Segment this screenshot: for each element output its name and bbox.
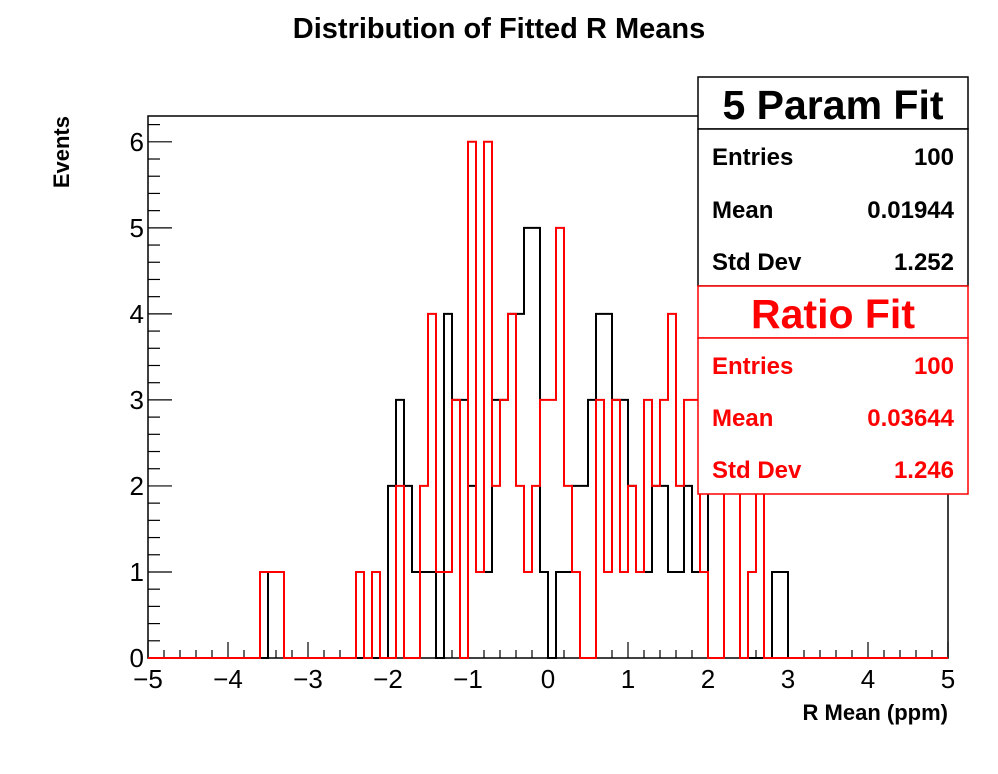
x-tick-label: 2 xyxy=(701,664,715,694)
stats-box-5-param-fit: 5 Param Fit Entries 100 Mean 0.01944 Std… xyxy=(697,76,969,287)
y-tick-label: 0 xyxy=(130,643,144,673)
x-axis-title: R Mean (ppm) xyxy=(803,700,948,725)
stats-value-mean: 0.01944 xyxy=(867,197,954,224)
stats-label-entries: Entries xyxy=(712,144,793,171)
stats-value-entries: 100 xyxy=(914,144,954,171)
stats-box-title: Ratio Fit xyxy=(751,291,915,337)
stats-value-entries: 100 xyxy=(914,353,954,380)
y-tick-label: 5 xyxy=(130,213,144,243)
x-tick-label: 4 xyxy=(861,664,875,694)
y-axis-title: Events xyxy=(49,116,74,188)
y-tick-label: 1 xyxy=(130,557,144,587)
stats-box-body-frame xyxy=(697,337,969,495)
x-tick-label: −3 xyxy=(293,664,323,694)
stats-value-std-dev: 1.252 xyxy=(894,249,954,276)
x-tick-label: −4 xyxy=(213,664,243,694)
stats-value-mean: 0.03644 xyxy=(867,405,954,432)
stats-box-body-frame xyxy=(697,128,969,287)
x-tick-label: −5 xyxy=(133,664,163,694)
x-axis-ticks: −5 −4 −3 −2 −1 0 1 2 3 4 5 xyxy=(133,642,955,694)
stats-value-std-dev: 1.246 xyxy=(894,457,954,484)
stats-label-mean: Mean xyxy=(712,405,773,432)
stats-box-title: 5 Param Fit xyxy=(722,82,943,128)
x-tick-label: 5 xyxy=(941,664,955,694)
stats-label-mean: Mean xyxy=(712,197,773,224)
x-tick-label: 0 xyxy=(541,664,555,694)
y-tick-label: 4 xyxy=(130,299,144,329)
x-tick-label: −1 xyxy=(453,664,483,694)
stats-label-std-dev: Std Dev xyxy=(712,457,802,484)
chart-title: Distribution of Fitted R Means xyxy=(293,13,705,45)
y-tick-label: 3 xyxy=(130,385,144,415)
x-tick-label: 3 xyxy=(781,664,795,694)
stats-box-ratio-fit: Ratio Fit Entries 100 Mean 0.03644 Std D… xyxy=(697,285,969,495)
y-tick-label: 6 xyxy=(130,127,144,157)
x-tick-label: 1 xyxy=(621,664,635,694)
stats-label-entries: Entries xyxy=(712,353,793,380)
y-tick-label: 2 xyxy=(130,471,144,501)
stats-box-title-frame xyxy=(697,285,969,339)
x-tick-label: −2 xyxy=(373,664,403,694)
stats-label-std-dev: Std Dev xyxy=(712,249,802,276)
stats-box-title-frame xyxy=(697,76,969,130)
